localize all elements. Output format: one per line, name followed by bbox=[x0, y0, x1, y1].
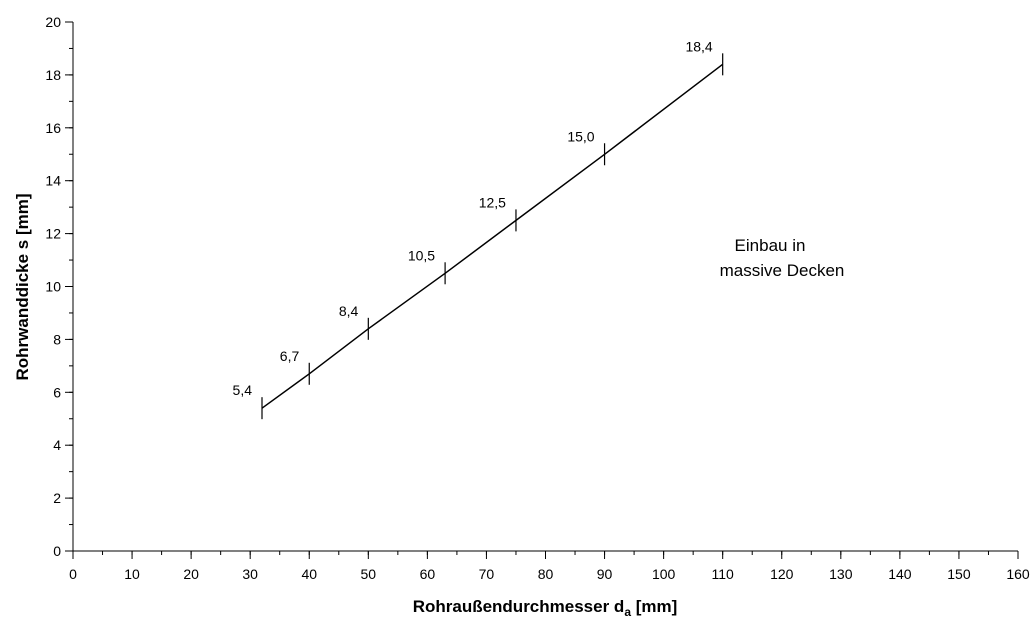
x-tick-label: 130 bbox=[829, 566, 853, 582]
data-label: 5,4 bbox=[233, 382, 253, 398]
x-tick-label: 70 bbox=[479, 566, 495, 582]
annotation-line-1: Einbau in bbox=[735, 236, 806, 255]
data-label: 10,5 bbox=[408, 247, 435, 263]
x-tick-label: 20 bbox=[183, 566, 199, 582]
x-tick-label: 110 bbox=[712, 566, 735, 582]
y-tick-label: 4 bbox=[53, 437, 61, 453]
series-line bbox=[261, 63, 724, 409]
x-tick-label: 150 bbox=[947, 566, 971, 582]
y-tick-label: 14 bbox=[45, 173, 61, 189]
y-tick-label: 18 bbox=[45, 67, 61, 83]
data-label: 15,0 bbox=[567, 128, 594, 144]
y-tick-label: 20 bbox=[45, 14, 61, 30]
x-tick-label: 60 bbox=[420, 566, 436, 582]
y-axis-title: Rohrwanddicke s [mm] bbox=[13, 193, 32, 380]
data-label: 12,5 bbox=[479, 194, 506, 210]
y-tick-label: 10 bbox=[45, 279, 61, 295]
data-series bbox=[261, 63, 724, 409]
data-marks: 5,4 6,7 8,4 10,5 12,5 15,0 18,4 bbox=[233, 38, 724, 420]
x-tick-label: 120 bbox=[770, 566, 794, 582]
y-tick-label: 0 bbox=[53, 543, 61, 559]
x-tick-label: 90 bbox=[597, 566, 613, 582]
y-tick-label: 2 bbox=[53, 490, 61, 506]
y-tick-label: 8 bbox=[53, 331, 61, 347]
y-tick-label: 6 bbox=[53, 384, 61, 400]
x-tick-label: 160 bbox=[1006, 566, 1030, 582]
x-tick-label: 140 bbox=[888, 566, 912, 582]
annotation: Einbau in massive Decken bbox=[720, 236, 845, 280]
x-axis-title-subscript: a bbox=[624, 605, 631, 617]
x-tick-label: 10 bbox=[124, 566, 140, 582]
annotation-line-2: massive Decken bbox=[720, 261, 845, 280]
data-label: 6,7 bbox=[280, 348, 300, 364]
x-tick-label: 80 bbox=[538, 566, 554, 582]
x-tick-label: 50 bbox=[361, 566, 377, 582]
x-tick-label: 40 bbox=[301, 566, 317, 582]
x-tick-label: 0 bbox=[69, 566, 77, 582]
x-axis-title-unit: [mm] bbox=[631, 597, 677, 616]
x-tick-label: 100 bbox=[652, 566, 676, 582]
data-label: 18,4 bbox=[685, 38, 712, 54]
x-axis-title-main: Rohraußendurchmesser d bbox=[413, 597, 625, 616]
x-tick-label: 30 bbox=[242, 566, 258, 582]
y-tick-label: 16 bbox=[45, 120, 61, 136]
axes: 0 10 20 30 40 50 60 70 80 90 100 110 120 130 140 150 160… bbox=[45, 14, 1029, 582]
y-tick-label: 12 bbox=[45, 226, 61, 242]
data-label: 8,4 bbox=[339, 303, 359, 319]
x-axis-title: Rohraußendurchmesser da [mm] bbox=[413, 597, 678, 617]
